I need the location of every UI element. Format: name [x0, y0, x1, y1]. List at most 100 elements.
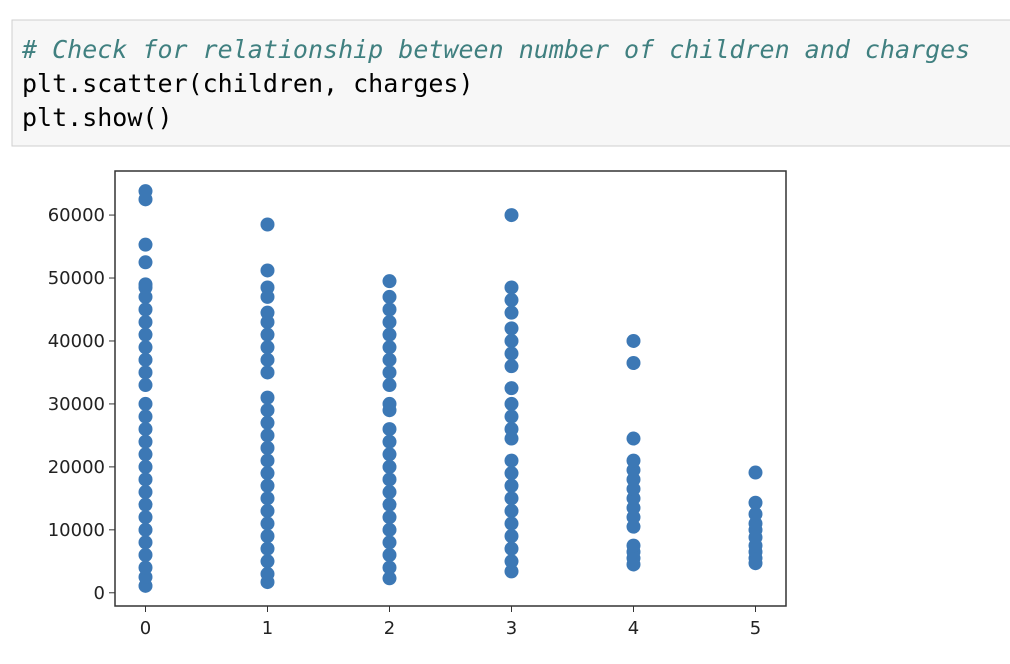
point	[138, 340, 153, 355]
point	[138, 365, 153, 380]
point	[138, 535, 153, 550]
point	[260, 263, 275, 278]
y-tick-label: 60000	[48, 205, 105, 226]
point	[260, 340, 275, 355]
code-line: plt.show()	[22, 103, 173, 132]
point	[504, 359, 519, 374]
point	[138, 422, 153, 437]
point	[138, 409, 153, 424]
point	[138, 184, 153, 199]
point	[382, 327, 397, 342]
point	[382, 365, 397, 380]
point	[382, 447, 397, 462]
point	[504, 422, 519, 437]
point	[504, 554, 519, 569]
point	[260, 305, 275, 320]
point	[382, 422, 397, 437]
point	[138, 560, 153, 575]
x-tick-label: 1	[262, 618, 273, 639]
point	[748, 465, 763, 480]
point	[382, 571, 397, 586]
x-tick-label: 3	[506, 618, 517, 639]
y-tick-label: 40000	[48, 331, 105, 352]
point	[260, 541, 275, 556]
point	[260, 403, 275, 418]
point	[504, 346, 519, 361]
point	[382, 274, 397, 289]
point	[382, 522, 397, 537]
point	[382, 497, 397, 512]
point	[382, 548, 397, 563]
point	[382, 289, 397, 304]
point	[260, 491, 275, 506]
code-line: plt.scatter(children, charges)	[22, 69, 474, 98]
point	[626, 538, 641, 553]
point	[260, 390, 275, 405]
point	[504, 453, 519, 468]
point	[626, 431, 641, 446]
axes-frame	[114, 170, 787, 607]
point	[138, 396, 153, 411]
point	[626, 356, 641, 371]
point	[260, 440, 275, 455]
point	[382, 302, 397, 317]
point	[138, 315, 153, 330]
x-tick-label: 4	[628, 618, 639, 639]
point	[382, 340, 397, 355]
point	[504, 333, 519, 348]
y-tick-label: 10000	[48, 520, 105, 541]
point	[504, 381, 519, 396]
point	[260, 453, 275, 468]
point	[138, 459, 153, 474]
point	[138, 302, 153, 317]
point	[138, 237, 153, 252]
y-tick-label: 0	[94, 583, 105, 604]
point	[382, 434, 397, 449]
point	[138, 447, 153, 462]
point	[382, 315, 397, 330]
point	[138, 497, 153, 512]
point	[260, 566, 275, 581]
point	[748, 507, 763, 522]
x-tick-label: 5	[750, 618, 761, 639]
point	[504, 293, 519, 308]
point	[504, 503, 519, 518]
plot: 0 10000 20000 30000 40000 50000 60000 0 1 2 3 4 5	[48, 184, 763, 639]
point	[260, 466, 275, 481]
point	[382, 472, 397, 487]
point	[138, 352, 153, 367]
code-cell[interactable]	[11, 19, 1010, 147]
point	[382, 535, 397, 550]
y-tick-label: 50000	[48, 268, 105, 289]
point	[382, 378, 397, 393]
point	[138, 472, 153, 487]
point	[504, 305, 519, 320]
point	[138, 255, 153, 270]
point	[138, 548, 153, 563]
point	[138, 327, 153, 342]
point	[138, 510, 153, 525]
point	[260, 478, 275, 493]
point	[260, 529, 275, 544]
point	[382, 560, 397, 575]
point	[260, 217, 275, 232]
point	[504, 516, 519, 531]
point	[748, 495, 763, 510]
point	[138, 277, 153, 292]
point	[260, 428, 275, 443]
point	[504, 541, 519, 556]
point	[626, 453, 641, 468]
point	[504, 396, 519, 411]
y-tick-label: 30000	[48, 394, 105, 415]
point	[138, 485, 153, 500]
point	[504, 478, 519, 493]
point	[260, 415, 275, 430]
point	[138, 522, 153, 537]
x-tick-label: 2	[384, 618, 395, 639]
point	[382, 485, 397, 500]
code-line: # Check for relationship between number …	[21, 35, 970, 64]
point	[504, 529, 519, 544]
point	[504, 321, 519, 336]
